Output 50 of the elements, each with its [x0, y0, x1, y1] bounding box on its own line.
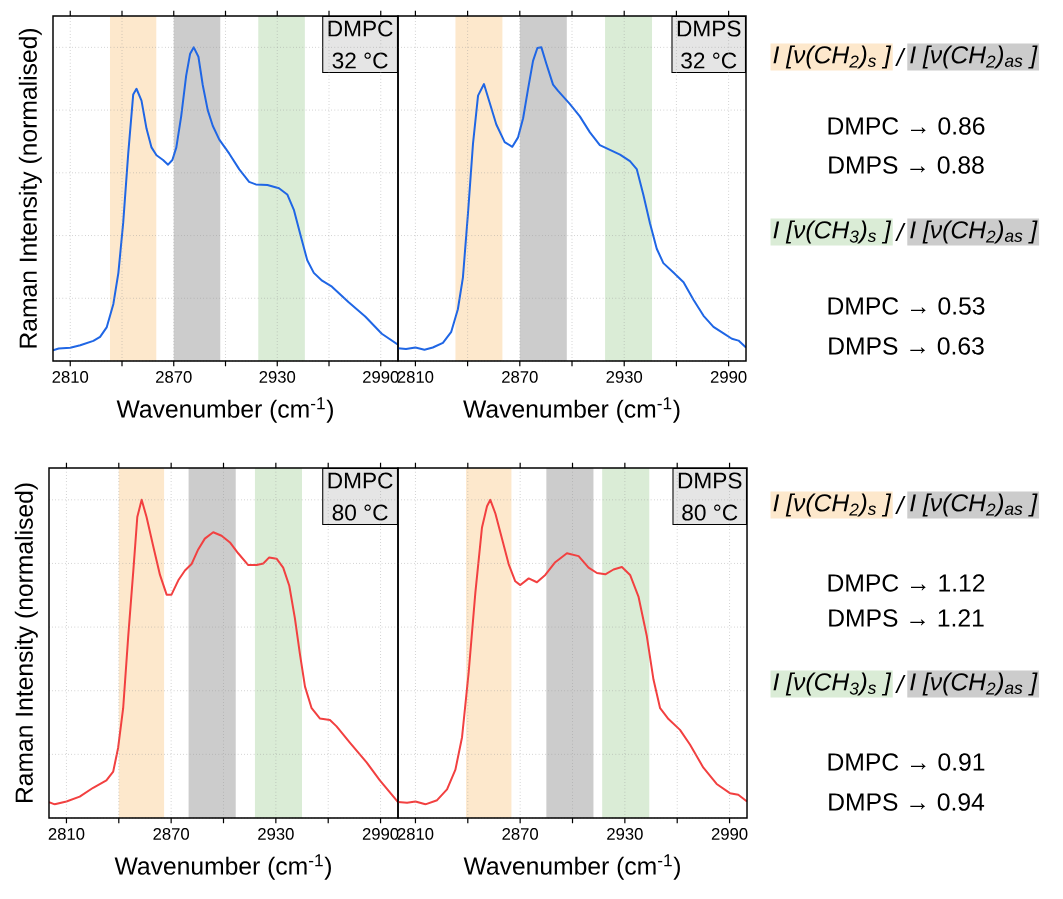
text: DMPS → 0.94: [829, 793, 985, 811]
text: DMPC → 1.12: [828, 574, 985, 592]
text: DMPS → 0.63: [829, 337, 984, 355]
y-axis-title: Raman Intensity (normalised): [18, 29, 42, 348]
text: /: [895, 674, 906, 694]
text: I [ν(CH$_{2}$)$_{s}$ ]: [773, 45, 892, 69]
x-tick-label: 2990: [362, 828, 399, 840]
annotation: 32 °C: [681, 52, 737, 69]
text: /: [895, 47, 906, 67]
x-axis-title: Wavenumber (cm$^{-1}$): [463, 854, 680, 880]
x-tick-label: 2930: [606, 371, 643, 383]
annotation: 32 °C: [332, 52, 388, 69]
text: /: [895, 222, 906, 242]
text: DMPC → 0.53: [828, 297, 985, 315]
x-tick-label: 2810: [397, 371, 434, 383]
text: I [ν(CH$_{2}$)$_{s}$ ]: [773, 493, 892, 517]
x-axis-title: Wavenumber (cm$^{-1}$): [463, 397, 680, 423]
x-tick-label: 2990: [363, 371, 399, 383]
x-tick-label: 2870: [156, 371, 192, 383]
x-tick-label: 2990: [711, 828, 748, 840]
text: /: [895, 495, 906, 515]
text: DMPS: [678, 472, 742, 489]
x-tick-label: 2930: [259, 371, 296, 383]
annotation: 80 °C: [682, 504, 738, 521]
text: DMPS → 0.88: [829, 156, 984, 174]
y-axis-title: Raman Intensity (normalised): [14, 483, 38, 803]
x-tick-label: 2930: [607, 828, 643, 840]
x-tick-label: 2990: [710, 371, 747, 383]
text: DMPC: [328, 472, 393, 489]
x-tick-label: 2930: [258, 828, 294, 840]
text: I [ν(CH$_{2}$)$_{as}$ ]: [910, 493, 1038, 517]
annotation: 80 °C: [332, 504, 388, 521]
x-tick-label: 2810: [52, 371, 89, 383]
x-axis-title: Wavenumber (cm$^{-1}$): [116, 397, 333, 423]
x-tick-label: 2870: [502, 828, 539, 840]
text: I [ν(CH$_{3}$)$_{s}$ ]: [773, 672, 892, 696]
text: I [ν(CH$_{3}$)$_{s}$ ]: [773, 220, 892, 244]
text: I [ν(CH$_{2}$)$_{as}$ ]: [910, 45, 1038, 69]
x-tick-label: 2810: [48, 828, 85, 840]
text: DMPS: [677, 20, 741, 37]
text: DMPC → 0.86: [828, 117, 985, 135]
text: DMPS → 1.21: [829, 609, 984, 627]
x-tick-label: 2870: [502, 371, 538, 383]
text: I [ν(CH$_{2}$)$_{as}$ ]: [910, 672, 1038, 696]
text: DMPC: [328, 20, 393, 37]
x-tick-label: 2870: [153, 828, 190, 840]
text: DMPC → 0.91: [828, 753, 985, 771]
text: I [ν(CH$_{2}$)$_{as}$ ]: [910, 220, 1038, 244]
x-tick-label: 2810: [397, 828, 434, 840]
x-axis-title: Wavenumber (cm$^{-1}$): [114, 854, 331, 880]
